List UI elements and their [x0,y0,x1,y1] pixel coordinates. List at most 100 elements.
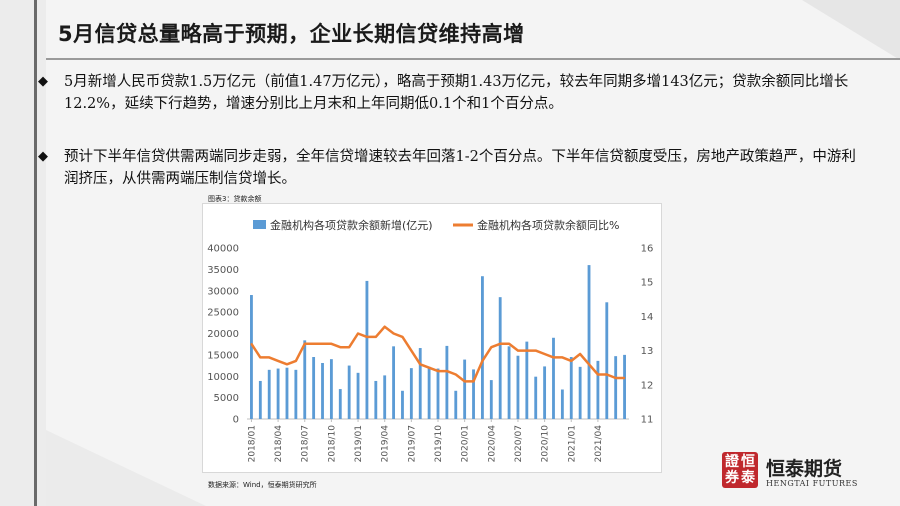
x-tick-label: 2019/10 [434,425,444,463]
loan-increment-bar [285,367,289,419]
loan-increment-bar [312,357,316,419]
x-tick-label: 2019/07 [407,425,417,462]
loan-yoy-point [543,353,546,355]
loan-increment-bar [605,302,609,419]
logo-seal-icon: 證 恒 券 泰 [722,452,758,488]
loan-yoy-point [508,342,510,345]
loan-yoy-point [481,360,484,362]
loan-increment-bar [294,369,298,419]
loan-yoy-point [428,366,430,369]
loan-increment-bar [338,389,342,419]
loan-increment-bar [401,390,404,419]
loan-increment-bar [489,380,493,419]
loan-increment-bar [321,362,324,419]
loan-yoy-point [454,373,457,376]
loan-yoy-point [561,356,564,359]
x-tick-label: 2020/10 [541,425,551,463]
y-left-tick-label: 25000 [207,308,239,319]
diamond-bullet-icon: ◆ [38,74,48,89]
y-left-tick-label: 30000 [207,286,239,297]
loan-balance-chart: 金融机构各项贷款余额新增(亿元) 金融机构各项贷款余额同比% 0 5000 1000… [207,218,654,463]
bullet-1-text: 5月新增人民币贷款1.5万亿元（前值1.47万亿元），略高于预期1.43万亿元，… [64,74,849,112]
x-tick-label: 2020/07 [514,425,524,462]
loan-yoy-point [437,370,439,372]
loan-increment-bar [258,380,262,419]
loan-yoy-point [330,342,333,345]
loan-increment-bar [596,360,600,419]
loan-increment-bar [463,359,467,419]
loan-yoy-point [579,353,581,355]
chart-panel: 金融机构各项贷款余额新增(亿元) 金融机构各项贷款余额同比% 0 5000 1000… [202,203,662,473]
x-tick-label: 2018/10 [327,425,337,463]
loan-yoy-point [472,380,475,383]
loan-increment-bar [427,366,431,419]
loan-yoy-point [490,346,493,348]
x-tick-label: 2018/01 [247,425,257,462]
loan-yoy-point [410,349,413,352]
x-tick-label: 2018/07 [301,425,311,462]
loan-yoy-point [552,356,555,359]
loan-yoy-point [366,336,368,338]
loan-increment-bar [552,337,555,419]
bottom-decoration [46,430,206,506]
legend-line-label: 金融机构各项贷款余额同比% [477,218,619,232]
x-tick-label: 2018/04 [274,425,284,463]
bullet-2: ◆ 预计下半年信贷供需两端同步走弱，全年信贷增速较去年回落1-2个百分点。下半年… [38,146,858,190]
line-series [250,325,626,383]
y-right-tick-label: 14 [641,312,654,323]
y-left-tick-label: 40000 [207,244,239,255]
loan-increment-bar [480,276,484,419]
loan-increment-bar [303,340,307,419]
loan-yoy-point [597,373,599,376]
corner-decoration [802,0,900,60]
loan-yoy-point [312,342,315,345]
loan-increment-bar [454,390,458,419]
loan-yoy-point [286,363,288,366]
loan-increment-bar [365,280,369,419]
x-tick-label: 2021/01 [567,425,577,462]
loan-increment-bar [329,359,333,419]
loan-yoy-point [268,356,271,359]
bullet-2-text: 预计下半年信贷供需两端同步走弱，全年信贷增速较去年回落1-2个百分点。下半年信贷… [64,149,856,187]
loan-yoy-point [401,336,404,338]
loan-yoy-point [623,377,626,379]
loan-increment-bar [525,341,529,419]
loan-yoy-point [277,360,279,362]
loan-yoy-point [348,346,350,348]
loan-yoy-point [517,349,519,352]
x-tick-label: 2019/01 [354,425,364,462]
x-tick-label: 2020/04 [487,425,497,463]
loan-increment-bar [578,366,582,419]
loan-increment-bar [569,357,573,419]
loan-increment-bar [374,380,378,419]
left-vertical-rule [34,0,37,506]
y-right-tick-label: 16 [641,244,654,255]
loan-increment-bar [543,366,547,419]
loan-increment-bar [347,365,351,419]
x-tick-label: 2020/01 [461,425,471,462]
legend-bar-label: 金融机构各项贷款余额新增(亿元) [270,218,433,232]
y-right-tick-label: 11 [641,415,654,426]
legend-bar-swatch [253,220,266,229]
y-left-tick-label: 5000 [214,393,239,404]
title-underline [46,58,900,60]
loan-increment-bar [409,368,413,419]
slide-title: 5月信贷总量略高于预期，企业长期信贷维持高增 [58,22,525,46]
loan-yoy-point [605,373,608,376]
loan-yoy-point [321,342,324,345]
y-left-tick-label: 35000 [207,265,239,276]
loan-increment-bar [276,368,280,419]
loan-yoy-point [446,370,448,372]
loan-increment-bar [472,369,475,419]
figure-caption: 图表3：贷款余额 [208,195,262,203]
loan-yoy-point [534,349,537,352]
loan-increment-bar [498,297,502,419]
loan-increment-bar [436,368,440,419]
loan-increment-bar [383,375,387,419]
loan-yoy-point [383,325,386,328]
loan-yoy-point [339,346,342,348]
loan-yoy-point [392,332,395,335]
loan-increment-bar [392,346,396,419]
loan-yoy-point [614,377,617,379]
loan-yoy-point [259,356,262,359]
